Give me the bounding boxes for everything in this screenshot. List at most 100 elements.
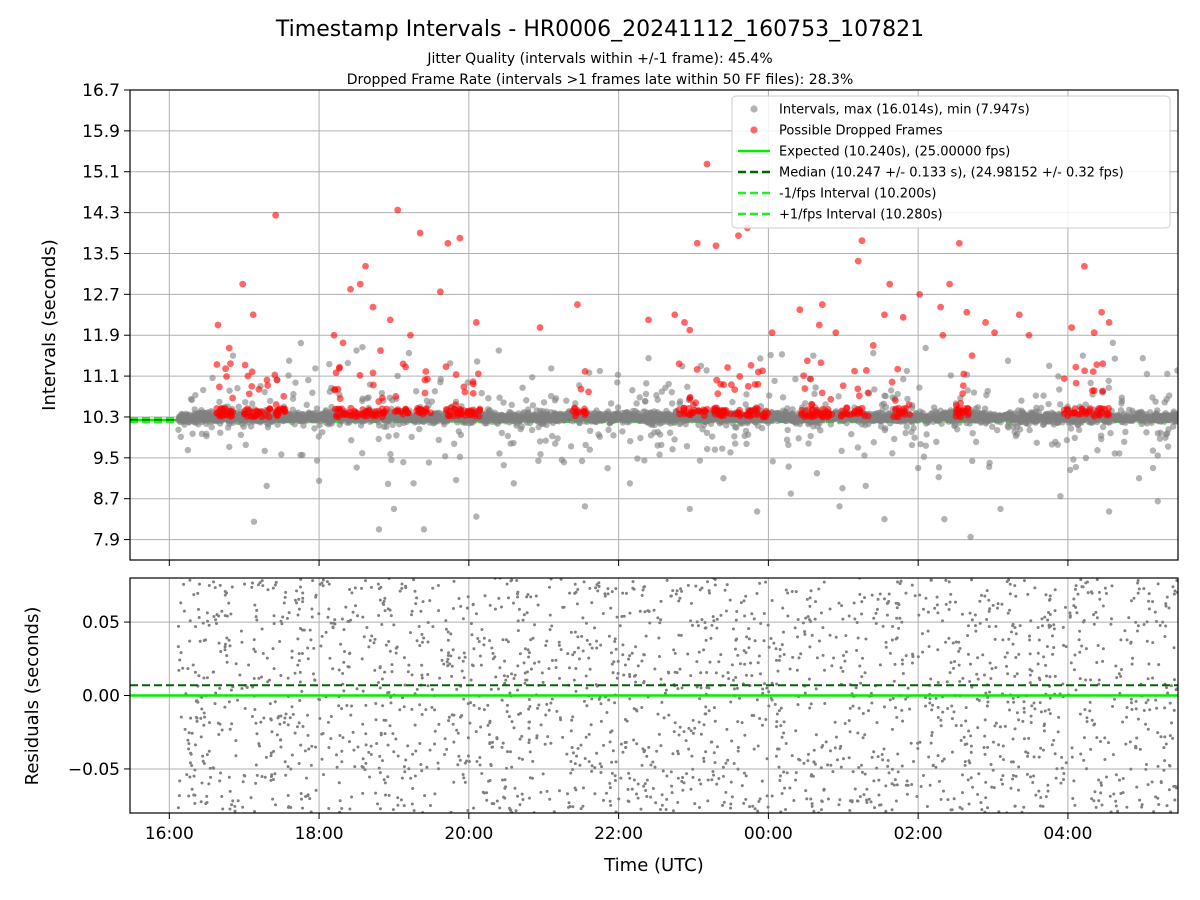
residual-point xyxy=(294,589,298,593)
legend-entry-label: Median (10.247 +/- 0.133 s), (24.98152 +… xyxy=(779,166,1124,181)
interval-point xyxy=(311,425,318,432)
dropped-frame-point xyxy=(858,237,866,245)
residual-point xyxy=(504,678,508,682)
interval-point xyxy=(645,355,652,362)
residual-point xyxy=(584,735,588,739)
interval-point xyxy=(385,418,392,425)
residual-point xyxy=(477,640,481,644)
residual-point xyxy=(437,767,441,771)
residual-point xyxy=(521,618,525,622)
interval-point xyxy=(315,433,322,440)
residual-point xyxy=(758,717,762,721)
residual-point xyxy=(894,799,898,803)
residual-point xyxy=(1073,653,1077,657)
residual-point xyxy=(527,697,531,701)
residual-point xyxy=(900,662,904,666)
interval-point xyxy=(1072,463,1079,471)
chart-subtitle-dropped: Dropped Frame Rate (intervals >1 frames … xyxy=(347,72,854,88)
dropped-frame-point xyxy=(865,389,873,397)
dropped-frame-point xyxy=(248,382,256,390)
residual-point xyxy=(695,685,699,689)
interval-point xyxy=(456,453,464,461)
residual-point xyxy=(470,633,474,637)
residual-point xyxy=(271,647,275,651)
dropped-frame-point xyxy=(331,405,339,413)
dropped-frame-point xyxy=(377,347,384,354)
residual-point xyxy=(628,776,632,780)
residual-point xyxy=(396,796,400,800)
interval-point xyxy=(610,432,617,439)
residual-point xyxy=(1150,780,1154,784)
interval-point xyxy=(656,451,663,458)
residual-point xyxy=(895,606,899,610)
residual-point xyxy=(426,684,430,688)
residual-point xyxy=(780,791,784,795)
residual-point xyxy=(721,803,725,807)
dropped-frame-point xyxy=(436,288,444,296)
residual-point xyxy=(714,671,718,675)
residual-point xyxy=(318,698,322,702)
interval-point xyxy=(769,458,776,465)
interval-point xyxy=(280,417,288,424)
residual-point xyxy=(1125,638,1129,642)
interval-point xyxy=(309,389,316,396)
dropped-frame-point xyxy=(229,394,236,402)
interval-point xyxy=(729,398,736,406)
residual-point xyxy=(1078,677,1082,681)
interval-point xyxy=(405,349,413,357)
residual-point xyxy=(503,659,507,663)
residual-point xyxy=(444,619,448,623)
interval-point xyxy=(510,439,517,447)
interval-point xyxy=(656,420,664,427)
dropped-frame-point xyxy=(332,369,340,377)
intervals-y-tick-label: 9.5 xyxy=(93,449,120,469)
residual-point xyxy=(228,727,232,731)
interval-point xyxy=(307,414,314,422)
residual-point xyxy=(253,650,257,654)
dropped-frame-point xyxy=(754,409,761,417)
interval-point xyxy=(1063,436,1071,444)
residual-point xyxy=(997,810,1001,813)
residual-point xyxy=(636,664,640,668)
residual-point xyxy=(843,659,847,663)
dropped-frame-point xyxy=(222,405,230,413)
residual-point xyxy=(744,651,748,655)
residual-point xyxy=(279,619,283,623)
interval-point xyxy=(380,423,388,430)
residual-point xyxy=(1047,611,1051,615)
dropped-frame-point xyxy=(754,380,762,388)
dropped-frame-point xyxy=(1090,387,1098,395)
residual-point xyxy=(328,656,332,660)
interval-point xyxy=(437,378,444,386)
residual-point xyxy=(256,583,260,587)
interval-point xyxy=(658,388,666,395)
interval-point xyxy=(1154,498,1161,505)
residual-point xyxy=(446,654,450,658)
interval-point xyxy=(576,419,583,427)
residual-point xyxy=(994,721,998,725)
residual-point xyxy=(392,750,396,754)
residual-point xyxy=(535,736,539,740)
interval-point xyxy=(316,422,323,429)
residual-point xyxy=(402,765,406,769)
interval-point xyxy=(817,427,824,434)
dropped-frame-point xyxy=(759,412,767,419)
interval-point xyxy=(441,453,449,460)
residual-point xyxy=(828,749,832,753)
residual-point xyxy=(187,794,191,798)
residual-point xyxy=(1156,731,1160,735)
residual-point xyxy=(1135,785,1139,789)
residual-point xyxy=(576,747,580,751)
interval-point xyxy=(742,401,749,408)
residual-point xyxy=(969,776,973,780)
interval-point xyxy=(523,397,530,404)
residual-point xyxy=(1046,783,1050,787)
residual-point xyxy=(608,740,612,744)
dropped-frame-point xyxy=(442,363,450,371)
residual-point xyxy=(695,660,699,664)
residual-point xyxy=(417,624,421,628)
residual-point xyxy=(656,712,660,716)
interval-point xyxy=(529,402,537,409)
residual-point xyxy=(1172,708,1176,712)
residual-point xyxy=(807,677,811,681)
